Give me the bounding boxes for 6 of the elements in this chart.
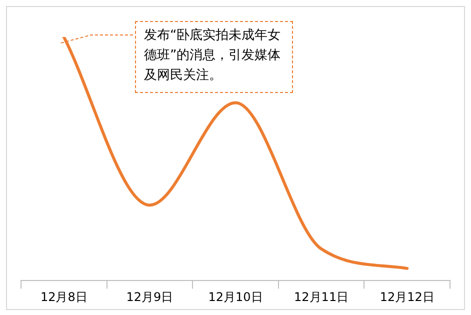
x-tick-label: 12月8日 [40,290,88,304]
x-tick-label: 12月12日 [380,290,434,304]
x-tick-label: 12月10日 [208,290,263,304]
x-tick-label: 12月9日 [126,290,174,304]
x-tick-label: 12月11日 [294,290,349,304]
annotation: 发布“卧底实拍未成年女德班”的消息，引发媒体及网民关注。 [135,21,293,93]
